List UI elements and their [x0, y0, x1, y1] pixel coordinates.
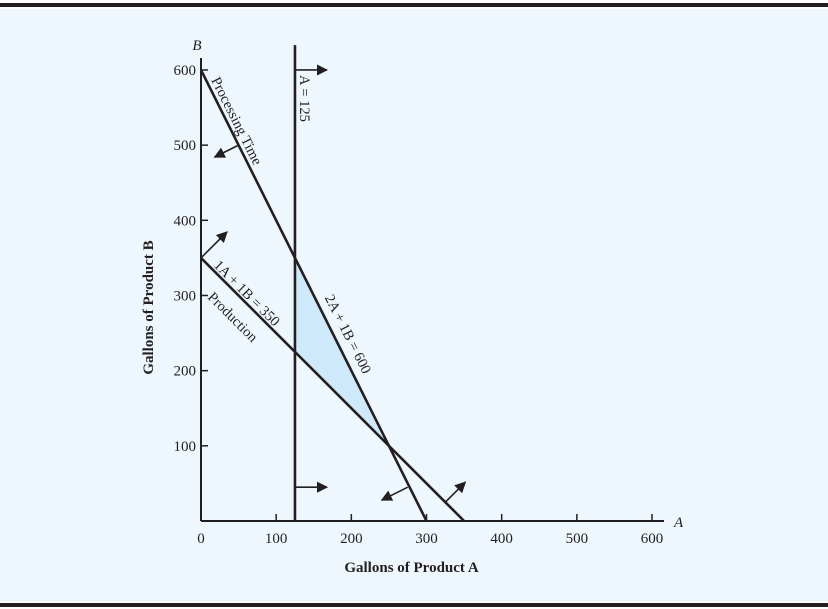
- a125-label: A = 125: [296, 75, 312, 122]
- constraint-line-3: [200, 256, 466, 522]
- x-tick-label: 200: [340, 531, 363, 547]
- x-tick-label: 0: [197, 531, 205, 547]
- y-tick-label: 300: [174, 288, 197, 304]
- processing-arrow-bottom: [380, 486, 409, 501]
- y-tick-label: 400: [174, 213, 197, 229]
- y-tick-label: 200: [174, 364, 197, 380]
- x-tick-label: 600: [641, 531, 664, 547]
- x-tick-label: 100: [265, 531, 288, 547]
- y-tick-label: 100: [174, 439, 197, 455]
- constraint-line-2: [199, 69, 428, 522]
- chart-panel: [0, 9, 828, 601]
- y-tick-label: 600: [174, 63, 197, 79]
- x-axis-title: Gallons of Product A: [344, 560, 478, 576]
- x-tick-label: 400: [490, 531, 513, 547]
- x-axis-variable: A: [673, 515, 684, 531]
- processing-arrow-top: [213, 144, 239, 158]
- top-rule: [0, 3, 828, 7]
- y-tick-label: 500: [174, 138, 197, 154]
- processing-time-label: Processing Time: [207, 75, 264, 168]
- bottom-rule: [0, 603, 828, 607]
- production-arrow-top: [200, 231, 228, 259]
- x-tick-label: 300: [415, 531, 438, 547]
- y-axis-variable: B: [192, 38, 201, 54]
- production-arrow-bottom: [444, 481, 467, 503]
- x-tick-label: 500: [566, 531, 589, 547]
- y-axis-title: Gallons of Product B: [141, 240, 157, 374]
